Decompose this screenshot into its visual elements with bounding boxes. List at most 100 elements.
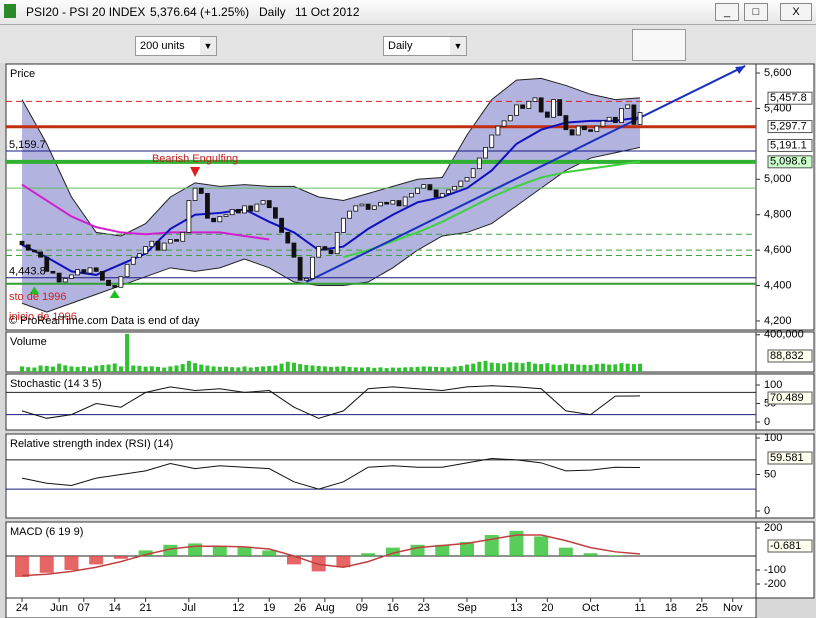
candle	[507, 115, 513, 122]
volume-bar	[118, 366, 123, 372]
x-tick-label: 09	[356, 602, 368, 614]
candle	[402, 196, 408, 207]
y-tick-label: 200	[764, 522, 782, 534]
volume-bar	[576, 364, 581, 372]
axis-area	[755, 521, 815, 599]
candle	[211, 217, 217, 223]
value-label: 5,191.1	[770, 139, 807, 151]
volume-bar	[427, 366, 432, 372]
candle	[106, 279, 111, 286]
candle	[495, 125, 501, 136]
macd-bar	[163, 544, 178, 557]
pattern-arrow	[190, 167, 201, 178]
x-tick-label: 19	[263, 602, 275, 614]
candle	[273, 207, 278, 219]
panel	[5, 521, 757, 599]
value-label: 5,098.6	[770, 156, 807, 168]
panel	[5, 373, 757, 431]
candle	[242, 205, 247, 214]
candle	[93, 267, 99, 272]
volume-bar	[532, 363, 537, 372]
x-tick-label: 26	[294, 602, 306, 614]
y-tick-label: 4,200	[764, 315, 792, 327]
volume-bar	[514, 362, 519, 372]
volume-bar	[440, 367, 445, 372]
candle	[149, 240, 155, 247]
candle	[285, 232, 291, 244]
volume-bar	[421, 366, 426, 372]
maximize-button[interactable]: □	[744, 3, 768, 21]
volume-bar	[489, 362, 494, 372]
volume-bar	[526, 361, 531, 372]
volume-bar	[341, 366, 346, 372]
candle	[575, 125, 581, 136]
volume-bar	[409, 367, 414, 372]
candle	[544, 111, 550, 118]
units-select[interactable]: 200 units ▼	[135, 36, 217, 56]
bollinger-band	[22, 78, 641, 313]
rsi-line	[21, 457, 641, 490]
candle	[588, 129, 594, 132]
volume-bar	[403, 367, 408, 372]
x-tick-label: 20	[541, 602, 553, 614]
close-button[interactable]: X	[780, 3, 812, 21]
candle	[297, 256, 303, 281]
x-tick-label: 12	[232, 602, 244, 614]
value-box	[767, 155, 813, 169]
candle	[569, 129, 575, 136]
candle	[310, 256, 315, 279]
candle	[137, 253, 142, 258]
volume-bar	[508, 362, 513, 372]
volume-bar	[100, 365, 105, 372]
volume-bar	[38, 365, 43, 372]
volume-bar	[378, 367, 383, 372]
candle	[452, 185, 458, 191]
candle	[458, 180, 464, 187]
pattern-label: Bearish Engulfing	[152, 153, 238, 165]
volume-bar	[26, 367, 31, 372]
volume-bar	[434, 366, 439, 372]
volume-bar	[613, 364, 618, 372]
volume-bar	[329, 366, 334, 372]
volume-bar	[372, 367, 377, 372]
volume-bar	[545, 363, 550, 372]
candle	[143, 246, 149, 255]
volume-bar	[267, 365, 272, 372]
candle	[625, 104, 631, 109]
volume-bar	[625, 363, 630, 372]
candle	[427, 184, 433, 191]
candle	[606, 116, 612, 122]
volume-bar	[149, 366, 154, 372]
volume-bar	[588, 365, 593, 372]
volume-bar	[254, 366, 259, 372]
volume-bar	[236, 367, 241, 372]
macd-bar	[212, 546, 227, 557]
candle	[347, 210, 352, 219]
y-tick-label: 4,600	[764, 244, 792, 256]
minimize-button[interactable]: _	[715, 3, 739, 21]
app-icon	[4, 4, 16, 18]
x-tick-label: 23	[418, 602, 430, 614]
volume-bar	[465, 364, 470, 372]
volume-bar	[322, 366, 327, 372]
y-tick-label: 4,800	[764, 209, 792, 221]
volume-bar	[174, 365, 179, 372]
value-box	[767, 120, 813, 134]
candle	[205, 193, 210, 219]
volume-bar	[477, 361, 482, 372]
interval-select[interactable]: Daily ▼	[383, 36, 467, 56]
volume-bar	[125, 333, 130, 372]
level-label: 4,443.8	[9, 266, 46, 278]
axis-area	[755, 63, 815, 331]
candle	[69, 274, 74, 279]
candle	[248, 205, 254, 212]
candle	[303, 278, 309, 281]
y-tick-label: 5,600	[764, 67, 792, 79]
chart-style-button[interactable]	[632, 29, 686, 61]
y-tick-label: 0	[764, 416, 770, 428]
candle	[291, 242, 297, 258]
axis-area	[755, 433, 815, 519]
volume-bar	[81, 366, 86, 372]
